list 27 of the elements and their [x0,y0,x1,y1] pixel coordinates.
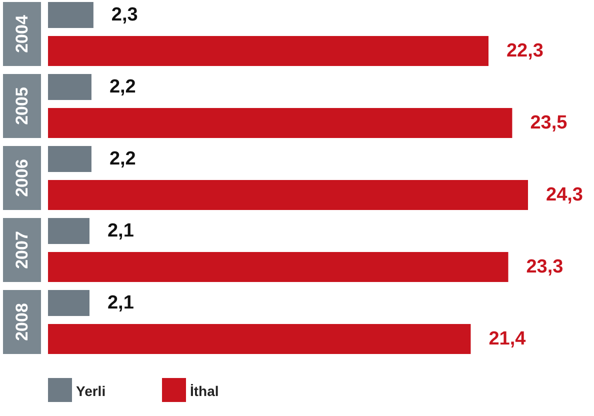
data-label: 2,2 [109,76,136,98]
data-label: 22,3 [506,40,544,62]
bar [48,180,528,210]
y-tick-label: 2004 [12,14,32,53]
data-label: 2,1 [107,220,134,242]
data-label: 2,1 [107,292,134,314]
y-tick-label: 2006 [12,159,32,197]
bar [48,146,92,172]
data-label: 23,3 [526,256,564,278]
bar [48,108,512,138]
y-tick-label: 2007 [12,231,32,269]
bar [48,36,488,66]
data-label: 24,3 [546,184,583,206]
legend-label: Yerli [76,383,106,399]
bar [48,2,94,28]
bar [48,218,90,244]
data-label: 2,3 [111,4,138,26]
data-label: 2,2 [109,148,136,170]
data-label: 21,4 [488,328,526,350]
data-label: 23,5 [530,112,568,134]
bar [48,324,471,354]
legend-label: İthal [190,383,219,399]
bar [48,290,90,316]
y-tick-label: 2005 [12,87,32,125]
bar [48,74,92,100]
y-tick-label: 2008 [12,303,32,341]
bar [48,252,508,282]
